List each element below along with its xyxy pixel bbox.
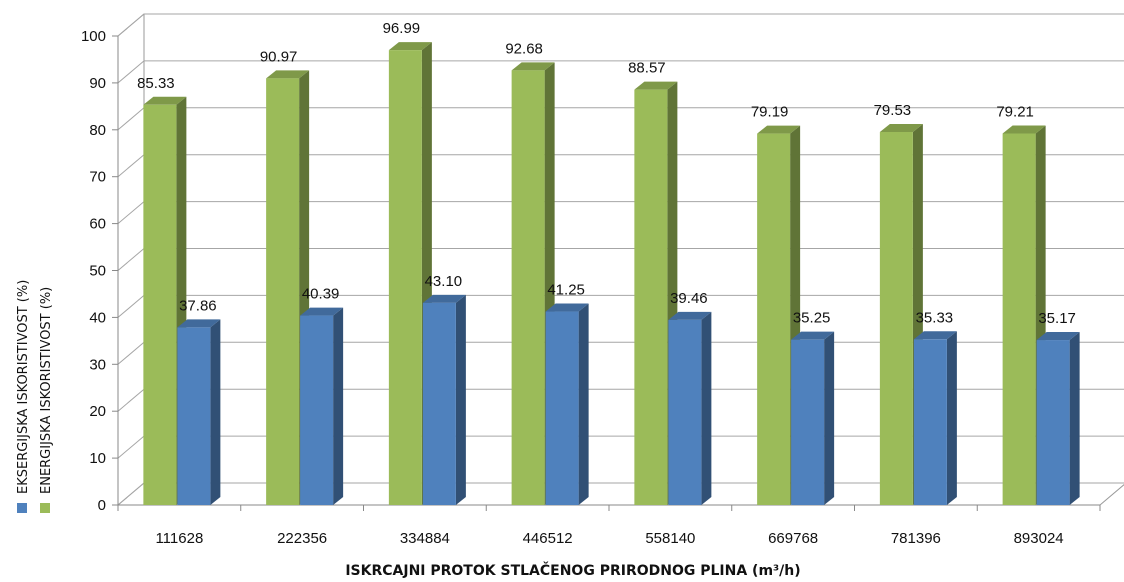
y-tick-label: 30 xyxy=(89,356,106,373)
bar-exergy xyxy=(545,303,589,505)
data-label: 96.99 xyxy=(383,20,421,37)
bar-top xyxy=(1036,332,1080,341)
bar-front xyxy=(634,89,668,506)
bar-top xyxy=(545,303,589,312)
legend-label: EKSERGIJSKA ISKORISTIVOST (%) xyxy=(16,280,31,494)
bar-side xyxy=(701,311,712,505)
bar-front xyxy=(422,302,456,505)
bar-front xyxy=(545,311,579,505)
bar-front xyxy=(388,50,422,505)
data-label: 85.33 xyxy=(137,75,175,92)
bar-front xyxy=(1002,133,1036,505)
bar-front xyxy=(791,339,825,505)
x-tick-label: 781396 xyxy=(891,530,941,547)
bar-front xyxy=(668,319,702,505)
legend-swatch xyxy=(40,503,50,513)
bar-side xyxy=(210,319,221,505)
bar-front xyxy=(300,315,334,505)
x-tick-label: 893024 xyxy=(1014,530,1064,547)
bar-exergy xyxy=(300,307,344,505)
x-tick-label: 334884 xyxy=(400,530,450,547)
y-tick-label: 0 xyxy=(98,497,106,514)
bar-top xyxy=(913,331,957,340)
data-label: 37.86 xyxy=(179,297,217,314)
y-tick-label: 10 xyxy=(89,450,106,467)
legend-swatch xyxy=(17,503,27,513)
y-tick-label: 80 xyxy=(89,122,106,139)
bar-top xyxy=(757,125,801,134)
legend-label: ENERGIJSKA ISKORISTIVOST (%) xyxy=(39,287,54,494)
x-tick-label: 111628 xyxy=(155,530,203,547)
data-label: 92.68 xyxy=(505,40,543,57)
bar-front xyxy=(177,327,211,505)
y-tick-label: 20 xyxy=(89,403,106,420)
data-label: 79.19 xyxy=(751,104,789,121)
data-label: 35.33 xyxy=(916,309,954,326)
y-tick-label: 40 xyxy=(89,309,106,326)
data-label: 41.25 xyxy=(547,282,585,299)
bar-top xyxy=(143,96,187,105)
bar-front xyxy=(757,133,791,505)
bar-exergy xyxy=(668,311,712,505)
bar-side xyxy=(1069,332,1080,505)
x-tick-label: 558140 xyxy=(645,530,695,547)
bar-side xyxy=(455,294,466,505)
bars xyxy=(143,42,1080,506)
y-axis: 0 10 20 30 40 50 60 70 80 90 100 xyxy=(81,28,119,514)
x-tick-label: 222356 xyxy=(277,530,327,547)
y-tick-label: 90 xyxy=(89,75,106,92)
bar-top xyxy=(422,294,466,303)
data-label: 79.53 xyxy=(874,102,912,119)
data-label: 43.10 xyxy=(425,273,463,290)
legend-item-exergy: EKSERGIJSKA ISKORISTIVOST (%) xyxy=(16,280,31,513)
bar-front xyxy=(913,339,947,505)
y-tick-label: 60 xyxy=(89,216,106,233)
gridline xyxy=(117,60,1124,84)
bar-front xyxy=(879,132,913,505)
bar-exergy xyxy=(422,294,466,505)
bar-side xyxy=(946,331,957,505)
bar-front xyxy=(266,78,300,505)
bar-top xyxy=(511,62,555,71)
data-label: 79.21 xyxy=(996,104,1034,121)
bar-side xyxy=(824,331,835,505)
y-tick-label: 50 xyxy=(89,263,106,280)
bar-exergy xyxy=(177,319,221,505)
data-label: 39.46 xyxy=(670,290,708,307)
bar-exergy xyxy=(1036,332,1080,505)
x-tick-label: 446512 xyxy=(523,530,573,547)
bar-exergy xyxy=(913,331,957,505)
data-label: 88.57 xyxy=(628,60,666,77)
y-tick-label: 70 xyxy=(89,169,106,186)
legend: EKSERGIJSKA ISKORISTIVOST (%) ENERGIJSKA … xyxy=(16,280,54,513)
bar-top xyxy=(791,331,835,340)
data-label: 40.39 xyxy=(302,286,340,303)
data-label: 35.17 xyxy=(1038,310,1076,327)
x-axis: 111628 222356 334884 446512 558140 669768 7813… xyxy=(117,504,1101,547)
bar-top xyxy=(388,42,432,51)
bar-top xyxy=(300,307,344,316)
bar-top xyxy=(634,81,678,90)
data-label: 90.97 xyxy=(260,48,298,65)
bar-exergy xyxy=(791,331,835,505)
x-tick-label: 669768 xyxy=(768,530,818,547)
bar-front xyxy=(1036,340,1070,505)
gridline xyxy=(117,13,1124,37)
bar-front xyxy=(511,70,545,505)
data-labels: 85.33 90.97 96.99 92.68 88.57 79.19 79.53 79.21… xyxy=(137,20,1076,327)
data-label: 35.25 xyxy=(793,310,831,327)
bar-top xyxy=(1002,125,1046,134)
bar-side xyxy=(578,303,589,505)
bar-top xyxy=(668,311,712,320)
bar-front xyxy=(143,104,177,505)
bar-top xyxy=(879,124,923,133)
y-tick-label: 100 xyxy=(81,28,106,45)
legend-item-energy: ENERGIJSKA ISKORISTIVOST (%) xyxy=(39,287,54,513)
bar-side xyxy=(333,307,344,505)
x-axis-title: ISKRCAJNI PROTOK STLAČENOG PRIRODNOG PLI… xyxy=(345,561,800,579)
bar-top xyxy=(177,319,221,328)
bar-top xyxy=(266,70,310,79)
